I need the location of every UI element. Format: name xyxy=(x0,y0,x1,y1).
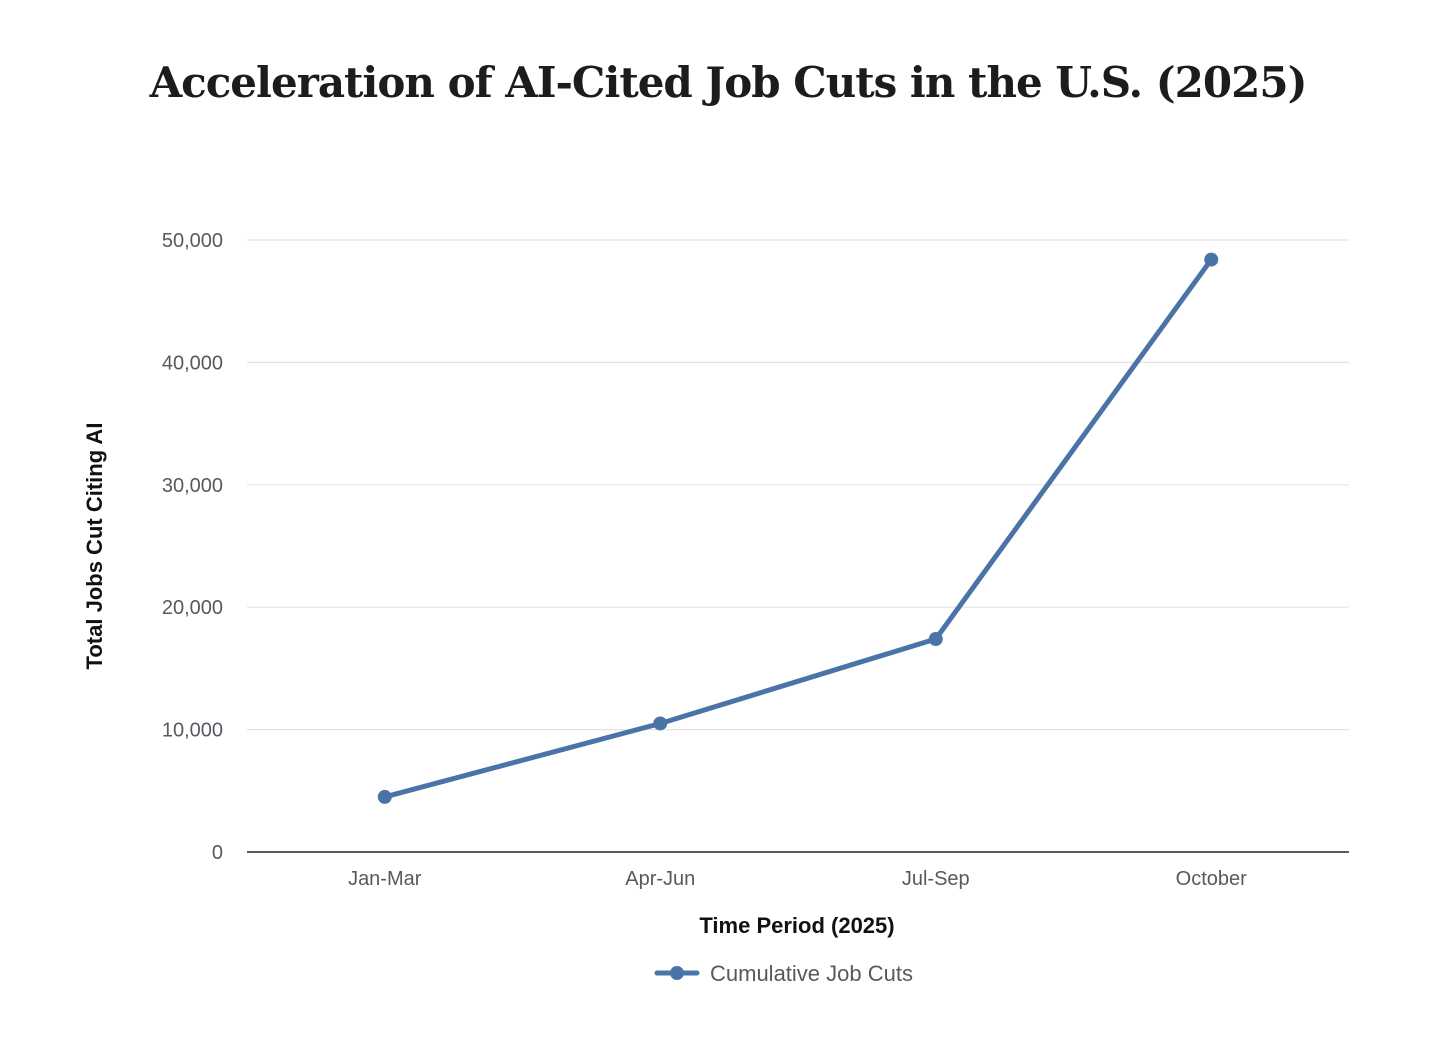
x-axis-ticks: Jan-Mar Apr-Jun Jul-Sep October xyxy=(348,868,1247,890)
x-tick-label: Jan-Mar xyxy=(348,868,422,890)
chart-title: Acceleration of AI-Cited Job Cuts in the… xyxy=(149,58,1308,107)
y-axis-ticks: 0 10,000 20,000 30,000 40,000 50,000 xyxy=(162,230,223,864)
data-point[interactable] xyxy=(1204,252,1219,267)
data-point[interactable] xyxy=(928,632,943,647)
y-tick-label: 10,000 xyxy=(162,720,223,742)
series-layer xyxy=(377,252,1219,804)
data-point[interactable] xyxy=(653,716,668,731)
y-tick-label: 30,000 xyxy=(162,475,223,497)
y-tick-label: 50,000 xyxy=(162,230,223,252)
grid-lines xyxy=(247,239,1349,731)
data-point[interactable] xyxy=(377,789,392,804)
series-line xyxy=(382,257,1214,800)
y-tick-label: 40,000 xyxy=(162,352,223,374)
legend-label: Cumulative Job Cuts xyxy=(710,961,913,986)
legend-marker-swatch xyxy=(670,966,684,980)
y-tick-label: 0 xyxy=(212,842,223,864)
x-tick-label: Apr-Jun xyxy=(625,868,695,890)
x-tick-label: Jul-Sep xyxy=(902,868,970,890)
y-axis-title: Total Jobs Cut Citing AI xyxy=(82,423,107,670)
y-tick-label: 20,000 xyxy=(162,597,223,619)
x-axis-title: Time Period (2025) xyxy=(699,913,894,938)
x-tick-label: October xyxy=(1176,868,1247,890)
legend[interactable]: Cumulative Job Cuts xyxy=(654,961,913,986)
